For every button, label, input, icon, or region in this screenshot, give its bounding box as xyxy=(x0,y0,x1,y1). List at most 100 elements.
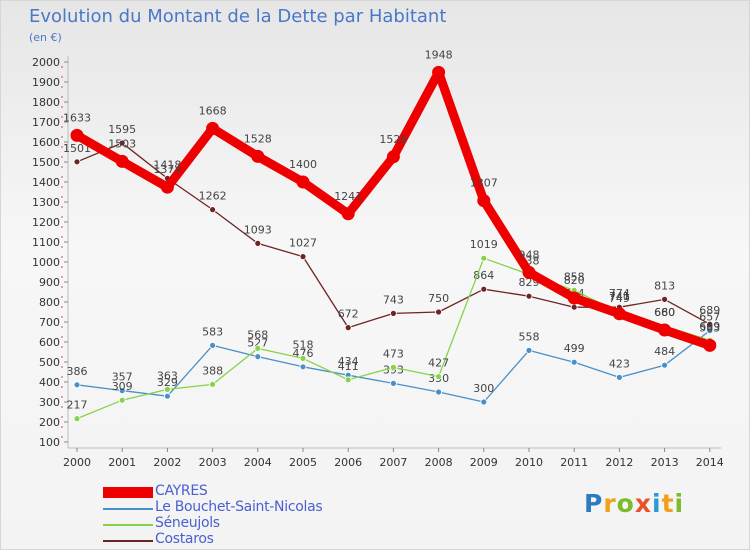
data-point xyxy=(70,128,84,142)
data-label: 1526 xyxy=(379,133,407,146)
data-label: 1027 xyxy=(289,237,317,250)
y-tick-label: 200 xyxy=(39,416,60,429)
data-point xyxy=(344,324,352,332)
x-tick-label: 2007 xyxy=(379,456,407,469)
data-label: 1528 xyxy=(244,132,272,145)
data-label: 1400 xyxy=(289,158,317,171)
data-label: 386 xyxy=(67,365,88,378)
data-label: 568 xyxy=(247,328,268,341)
data-label: 813 xyxy=(654,279,675,292)
data-label: 689 xyxy=(699,304,720,317)
data-label: 518 xyxy=(293,338,314,351)
data-label: 672 xyxy=(338,308,359,321)
data-label: 484 xyxy=(654,345,675,358)
data-label: 820 xyxy=(564,274,585,287)
y-tick-label: 900 xyxy=(39,276,60,289)
data-point xyxy=(254,353,262,361)
data-point xyxy=(299,363,307,371)
data-point xyxy=(386,150,400,164)
data-point xyxy=(480,285,488,293)
data-label: 948 xyxy=(519,248,540,261)
legend-label-seneujols: Séneujols xyxy=(155,515,220,531)
data-label: 1241 xyxy=(334,190,362,203)
y-tick-label: 1300 xyxy=(32,196,60,209)
data-point xyxy=(73,158,81,166)
data-point xyxy=(389,379,397,387)
data-point xyxy=(432,65,446,79)
y-tick-label: 1900 xyxy=(32,76,60,89)
x-tick-label: 2013 xyxy=(651,456,679,469)
data-label: 388 xyxy=(202,364,223,377)
data-label: 749 xyxy=(609,292,630,305)
data-point xyxy=(435,373,443,381)
data-point xyxy=(251,149,265,163)
proxiti-logo: Proxiti xyxy=(584,489,684,518)
data-label: 660 xyxy=(654,306,675,319)
data-point xyxy=(703,338,717,352)
data-label: 1307 xyxy=(470,177,498,190)
data-label: 583 xyxy=(202,325,223,338)
data-label: 473 xyxy=(383,347,404,360)
y-tick-label: 1100 xyxy=(32,236,60,249)
y-tick-label: 1000 xyxy=(32,256,60,269)
legend-label-costaros: Costaros xyxy=(155,531,214,547)
data-point xyxy=(522,265,536,279)
x-tick-label: 2004 xyxy=(244,456,272,469)
data-point xyxy=(435,308,443,316)
data-label: 217 xyxy=(67,399,88,412)
x-tick-label: 2000 xyxy=(63,456,91,469)
data-point xyxy=(118,396,126,404)
data-point xyxy=(118,387,126,395)
legend-label-cayres: CAYRES xyxy=(155,483,208,499)
data-point xyxy=(163,392,171,400)
logo-letter: P xyxy=(584,489,604,518)
data-label: 309 xyxy=(112,380,133,393)
data-point xyxy=(254,344,262,352)
data-point xyxy=(299,253,307,261)
data-point xyxy=(616,373,623,381)
data-label: 774 xyxy=(609,287,630,300)
data-label: 583 xyxy=(699,321,720,334)
logo-letter: t xyxy=(661,489,675,518)
data-label: 743 xyxy=(383,293,404,306)
data-label: 329 xyxy=(157,376,178,389)
y-tick-label: 500 xyxy=(39,356,60,369)
data-label: 423 xyxy=(609,357,630,370)
y-tick-label: 100 xyxy=(39,436,60,449)
data-point xyxy=(299,354,307,362)
data-label: 657 xyxy=(699,311,720,324)
x-tick-label: 2002 xyxy=(153,456,181,469)
legend-swatch-le-bouchet xyxy=(103,508,153,510)
data-point xyxy=(525,292,533,300)
data-point xyxy=(480,398,488,406)
data-point xyxy=(389,309,397,317)
x-tick-label: 2010 xyxy=(515,456,543,469)
data-point xyxy=(612,307,626,321)
logo-letter: x xyxy=(634,489,652,518)
y-tick-label: 1200 xyxy=(32,216,60,229)
x-tick-label: 2012 xyxy=(605,456,633,469)
x-tick-label: 2009 xyxy=(470,456,498,469)
data-point xyxy=(118,139,126,147)
data-point xyxy=(661,295,668,303)
data-label: 1503 xyxy=(108,137,136,150)
data-label: 680 xyxy=(654,306,675,319)
data-label: 434 xyxy=(338,355,359,368)
data-label: 300 xyxy=(473,382,494,395)
data-point xyxy=(480,254,488,262)
data-label: 357 xyxy=(112,371,133,384)
data-label: 1501 xyxy=(63,142,91,155)
data-label: 527 xyxy=(247,337,268,350)
data-label: 499 xyxy=(564,342,585,355)
logo-letter: i xyxy=(652,489,662,518)
y-tick-label: 800 xyxy=(39,296,60,309)
y-tick-label: 1500 xyxy=(32,156,60,169)
data-label: 1633 xyxy=(63,111,91,124)
data-point xyxy=(73,415,81,423)
y-tick-label: 2000 xyxy=(32,56,60,69)
data-label: 411 xyxy=(338,360,359,373)
data-label: 609 xyxy=(699,320,720,333)
x-tick-label: 2003 xyxy=(199,456,227,469)
